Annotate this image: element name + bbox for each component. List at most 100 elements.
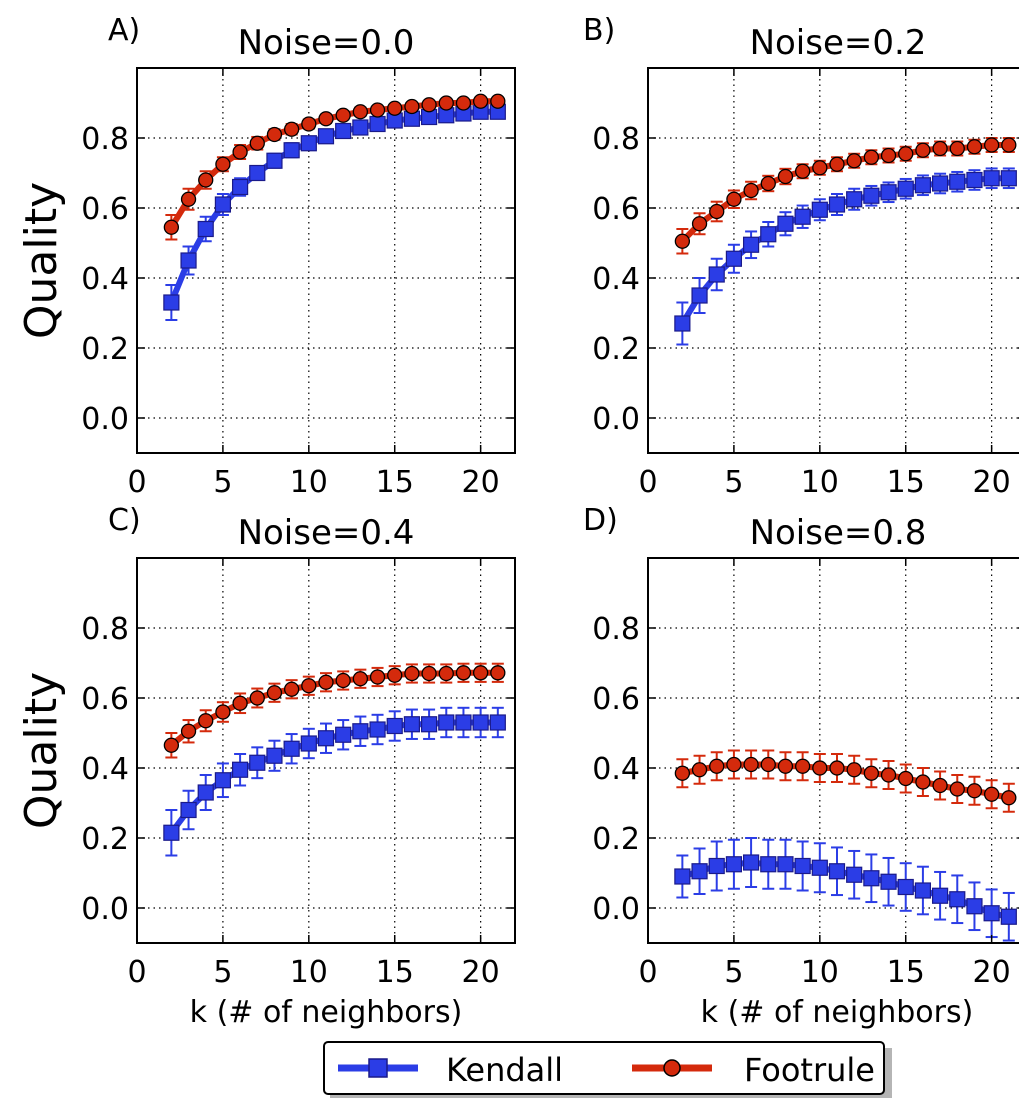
y-tick-label: 0.4 (592, 752, 640, 787)
series-footrule (163, 662, 506, 759)
data-point (777, 758, 794, 774)
data-point (760, 226, 777, 243)
data-point (198, 172, 214, 188)
data-point (232, 144, 248, 160)
data-point (983, 137, 1000, 153)
data-point (674, 868, 691, 885)
data-point (760, 856, 777, 873)
data-point (691, 287, 708, 304)
data-point (180, 191, 197, 207)
data-point (455, 714, 472, 731)
y-tick-label: 0.2 (81, 332, 129, 367)
y-tick-label: 0.0 (592, 892, 640, 927)
axes-frame (647, 67, 1019, 454)
data-point (163, 294, 180, 311)
x-tick-label: 20 (462, 465, 500, 500)
y-tick-label: 0.2 (592, 822, 640, 857)
x-tick-label: 15 (887, 955, 925, 990)
data-point (674, 233, 691, 249)
y-tick-label: 0.8 (592, 122, 640, 157)
data-point (742, 854, 760, 871)
data-point (863, 187, 880, 204)
data-point (300, 735, 317, 752)
data-point (301, 116, 317, 132)
data-point (708, 266, 725, 283)
y-tick-label: 0.0 (81, 892, 129, 927)
x-tick-label: 0 (638, 465, 657, 500)
data-point (863, 870, 880, 887)
data-point (214, 196, 232, 213)
x-tick-label: 10 (290, 465, 328, 500)
panels-group: 0 5 10 15 20 0.0 0.2 0.4 0.6 0.8 A) Noise=0.0 Qualit… (16, 13, 1019, 1030)
data-point (420, 716, 438, 733)
data-point (386, 717, 403, 735)
data-point (846, 153, 862, 169)
data-point (725, 856, 743, 873)
data-point (760, 175, 776, 192)
data-point (197, 220, 214, 238)
x-tick-label: 20 (973, 955, 1011, 990)
data-point (335, 672, 351, 689)
data-point (914, 177, 932, 194)
panel-title: Noise=0.4 (238, 513, 415, 553)
data-point (949, 781, 965, 797)
data-point (709, 758, 725, 774)
data-point (472, 665, 489, 681)
data-point (880, 184, 897, 201)
data-point (197, 784, 214, 801)
data-point (760, 756, 776, 773)
series-kendall (674, 837, 1017, 942)
data-point (915, 142, 931, 158)
y-tick-label: 0.8 (81, 122, 129, 157)
data-point (352, 104, 369, 120)
data-point (846, 191, 863, 208)
data-point (369, 102, 386, 118)
data-point (794, 758, 811, 774)
data-point (743, 182, 759, 199)
data-point (863, 149, 880, 165)
data-point (455, 95, 472, 111)
data-point (674, 315, 691, 332)
data-point (490, 93, 506, 109)
panel-a: 0 5 10 15 20 0.0 0.2 0.4 0.6 0.8 A) Noise=0.0 Qualit… (16, 13, 516, 500)
data-point (180, 252, 197, 269)
data-point (283, 681, 300, 697)
data-point (490, 665, 506, 681)
x-tick-label: 15 (376, 955, 414, 990)
data-point (794, 857, 811, 875)
x-tick-label: 10 (801, 465, 839, 500)
x-tick-label: 5 (724, 955, 743, 990)
data-point (932, 140, 948, 157)
legend-footrule-marker (663, 1059, 681, 1077)
x-axis-label: k (# of neighbors) (190, 995, 463, 1030)
panel-d: 0 5 10 15 20 0.0 0.2 0.4 0.6 0.8 D) Noise=0.8 k (# o… (583, 503, 1019, 1030)
y-tick-label: 0.8 (592, 612, 640, 647)
legend-kendall-marker (368, 1058, 388, 1078)
y-tick-label: 0.2 (81, 822, 129, 857)
data-point (880, 767, 897, 783)
data-point (369, 669, 386, 685)
x-tick-label: 5 (213, 465, 232, 500)
data-point (231, 178, 249, 196)
series-footrule (674, 749, 1017, 813)
data-point (811, 859, 828, 876)
x-tick-label: 20 (462, 955, 500, 990)
data-point (163, 737, 180, 753)
y-tick-label: 0.4 (81, 752, 129, 787)
data-point (726, 191, 742, 207)
data-point (215, 156, 231, 172)
series-kendall (674, 167, 1017, 346)
data-point (966, 898, 983, 915)
data-point (1000, 170, 1017, 187)
data-point (352, 671, 369, 687)
panel-label: A) (108, 13, 140, 48)
panel-label: C) (108, 503, 141, 538)
data-point (777, 215, 794, 232)
data-point (725, 250, 743, 267)
x-tick-label: 0 (127, 955, 146, 990)
y-tick-label: 0.6 (81, 192, 129, 227)
data-point (214, 772, 232, 789)
data-point (880, 147, 897, 164)
data-point (404, 98, 420, 115)
data-point (708, 857, 725, 875)
